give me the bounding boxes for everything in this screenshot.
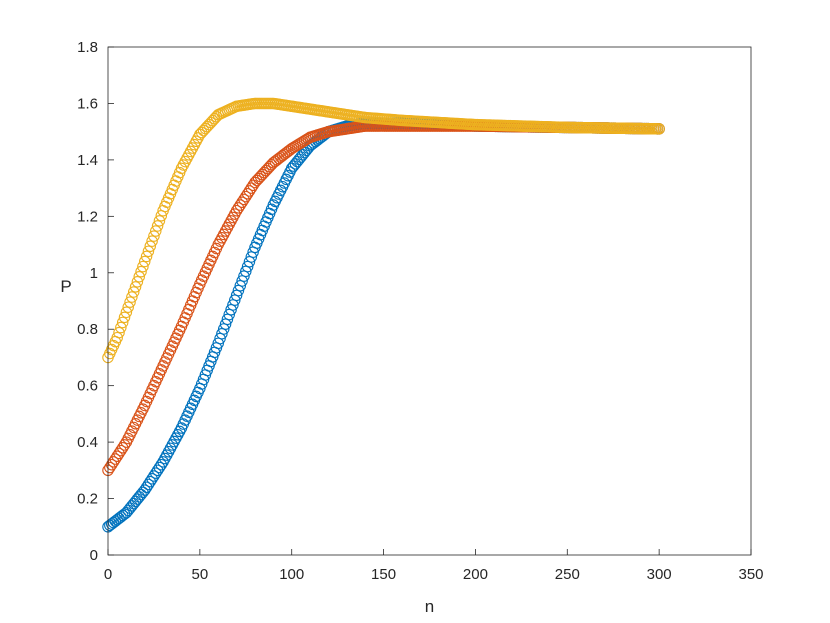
data-point — [127, 286, 140, 298]
data-point — [105, 458, 118, 471]
data-point — [115, 321, 127, 334]
data-point — [155, 458, 168, 471]
data-point — [150, 467, 162, 479]
data-point — [131, 276, 144, 288]
data-point — [124, 296, 136, 308]
data-point — [113, 447, 125, 460]
x-tick-label: 0 — [104, 566, 112, 583]
data-point — [236, 196, 248, 208]
series-layer — [102, 97, 665, 533]
data-point — [245, 182, 258, 194]
data-point — [148, 470, 160, 482]
y-tick-label: 1.8 — [77, 39, 98, 56]
x-tick-label: 100 — [279, 566, 304, 583]
data-point — [151, 464, 164, 477]
data-point — [135, 265, 147, 278]
data-point — [138, 255, 151, 268]
y-tick-label: 0.2 — [77, 491, 98, 508]
x-tick-label: 150 — [371, 566, 396, 583]
data-point — [104, 461, 116, 474]
data-point — [148, 230, 160, 242]
data-point — [120, 306, 133, 319]
data-point — [111, 450, 123, 462]
x-tick-label: 300 — [647, 566, 672, 583]
data-point — [243, 185, 256, 197]
data-point — [241, 188, 254, 200]
x-tick-label: 350 — [738, 566, 763, 583]
data-point — [118, 311, 131, 324]
data-point — [146, 473, 158, 485]
data-point — [116, 442, 129, 454]
y-axis-title: P — [60, 277, 71, 296]
data-point — [122, 301, 134, 313]
y-tick-label: 0.8 — [77, 321, 98, 338]
data-point — [140, 481, 153, 494]
data-point — [151, 220, 164, 232]
series-3 — [102, 97, 665, 364]
data-point — [133, 270, 145, 283]
data-point — [232, 202, 245, 214]
data-point — [113, 326, 125, 339]
data-point — [153, 461, 166, 474]
data-point — [238, 193, 250, 206]
y-tick-label: 1.2 — [77, 208, 98, 225]
data-point — [234, 199, 247, 211]
data-point — [142, 245, 155, 258]
data-point — [115, 444, 127, 457]
y-tick-label: 0 — [90, 547, 98, 564]
data-point — [146, 235, 158, 247]
data-point — [153, 215, 166, 227]
data-point — [126, 291, 138, 303]
data-point — [144, 475, 157, 488]
data-point — [138, 484, 151, 496]
data-point — [129, 281, 142, 293]
axes-box — [107, 46, 752, 556]
x-axis-ticks: 0 50 100 150 200 250 300 350 — [104, 549, 764, 583]
data-point — [142, 478, 155, 491]
data-point — [240, 190, 252, 203]
y-tick-label: 1.6 — [77, 95, 98, 112]
y-tick-label: 1 — [90, 265, 98, 282]
data-point — [109, 453, 122, 465]
data-point — [137, 260, 149, 273]
y-tick-label: 0.4 — [77, 434, 98, 451]
data-point — [116, 316, 129, 329]
data-point — [230, 204, 243, 217]
data-point — [140, 250, 153, 263]
data-point — [111, 331, 123, 344]
data-point — [653, 123, 665, 135]
x-tick-label: 250 — [555, 566, 580, 583]
y-tick-label: 1.4 — [77, 152, 98, 169]
x-axis-title: n — [425, 597, 434, 616]
x-tick-label: 50 — [192, 566, 209, 583]
data-point — [144, 240, 157, 253]
data-point — [150, 225, 162, 237]
y-tick-label: 0.6 — [77, 378, 98, 395]
x-tick-label: 200 — [463, 566, 488, 583]
data-point — [118, 439, 131, 451]
y-axis-ticks: 0 0.2 0.4 0.6 0.8 1 1.2 1.4 1.6 1.8 — [77, 39, 114, 564]
